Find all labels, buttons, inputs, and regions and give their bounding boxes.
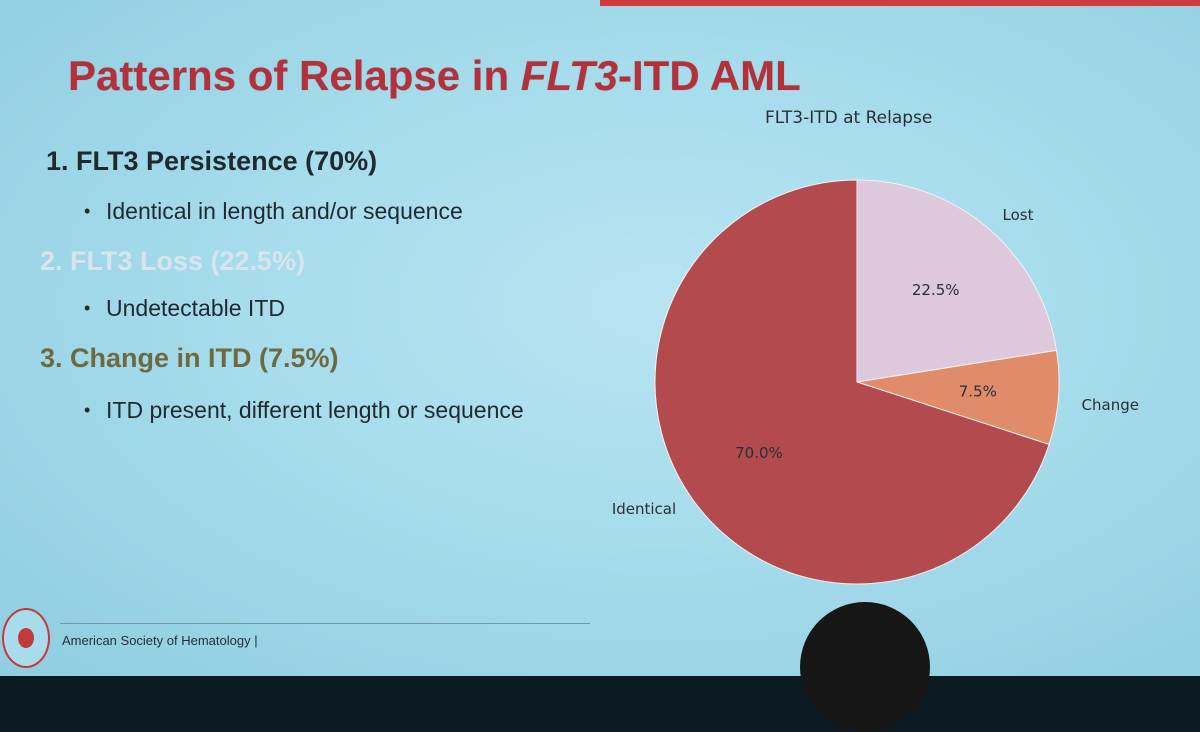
ash-logo-icon <box>2 608 50 668</box>
pie-slice-changed <box>856 349 1060 446</box>
bullet-icon: • <box>84 201 91 221</box>
sub-item-persistence: • Identical in length and/or sequence <box>84 198 463 225</box>
pie-slice-identical <box>654 179 1050 585</box>
pie-category-label-changed: Changed <box>1082 396 1140 414</box>
slide: Patterns of Relapse in FLT3-ITD AML 1. F… <box>0 0 1200 676</box>
pie-category-label-identical: Identical <box>612 500 676 518</box>
title-prefix: Patterns of Relapse in <box>68 52 521 99</box>
pie-chart: 22.5% Lost 7.5% Changed 70.0% Identical <box>612 179 1140 585</box>
audience-head <box>800 602 930 732</box>
sub-item-loss-text: Undetectable ITD <box>106 295 285 321</box>
sub-item-loss: • Undetectable ITD <box>84 295 285 322</box>
chart-title: FLT3-ITD at Relapse <box>765 108 933 128</box>
list-item-loss: 2. FLT3 Loss (22.5%) <box>40 246 306 276</box>
footer-divider <box>60 623 590 624</box>
logo-mark <box>18 628 34 648</box>
pie-pct-label-changed: 7.5% <box>959 383 997 401</box>
pie-pct-label-lost: 22.5% <box>912 281 960 299</box>
pie-slice-lost <box>856 179 1058 383</box>
top-accent-bar <box>600 0 1200 6</box>
pie-category-label-lost: Lost <box>1003 206 1034 224</box>
pie-pct-label-identical: 70.0% <box>735 444 783 462</box>
bullet-icon: • <box>84 298 91 318</box>
slide-title: Patterns of Relapse in FLT3-ITD AML <box>68 52 801 100</box>
sub-item-persistence-text: Identical in length and/or sequence <box>106 198 463 224</box>
title-suffix: -ITD AML <box>618 52 801 99</box>
bullet-icon: • <box>84 400 91 420</box>
list-item-change: 3. Change in ITD (7.5%) <box>40 343 339 373</box>
title-italic: FLT3 <box>520 52 619 99</box>
footer-text: American Society of Hematology | <box>62 633 258 648</box>
sub-item-change: • ITD present, different length or sequen… <box>84 397 524 424</box>
sub-item-change-text: ITD present, different length or sequenc… <box>106 397 524 423</box>
list-item-persistence: 1. FLT3 Persistence (70%) <box>46 146 378 176</box>
